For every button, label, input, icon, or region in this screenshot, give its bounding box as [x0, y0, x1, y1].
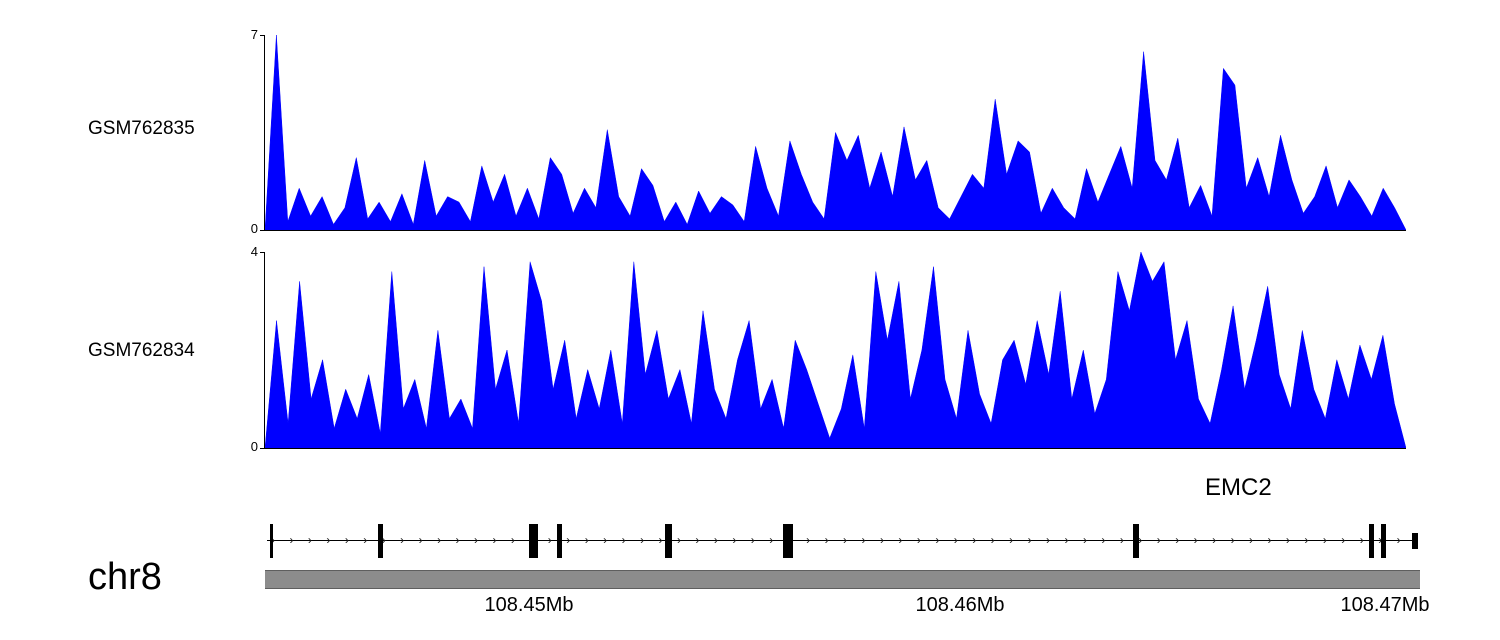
- exon-box: [528, 523, 538, 558]
- chromosome-bar: [265, 570, 1420, 589]
- exon-box: [557, 523, 562, 558]
- track1-ymin-tick: [260, 230, 265, 231]
- intron-line: [267, 540, 1417, 541]
- exon-box: [1369, 523, 1374, 558]
- exon-box: [783, 523, 794, 558]
- chromosome-label: chr8: [88, 556, 162, 598]
- coverage-area-gsm762835: [265, 35, 1406, 230]
- track1-baseline: [265, 230, 1406, 231]
- track1-ymax-tick: [260, 35, 265, 36]
- coverage-track-gsm762834: [265, 252, 1406, 448]
- track2-ymin-tick: [260, 448, 265, 449]
- track-label-gsm762834: GSM762834: [88, 340, 195, 361]
- axis-label-108-46: 108.46Mb: [915, 594, 1005, 616]
- exon-box: [1412, 532, 1419, 549]
- track2-ymax-label: 4: [250, 244, 258, 259]
- gene-name-label: EMC2: [1205, 474, 1272, 501]
- axis-label-108-47: 108.47Mb: [1340, 594, 1430, 616]
- track2-baseline: [265, 448, 1406, 449]
- exon-box: [270, 523, 274, 558]
- axis-label-108-45: 108.45Mb: [484, 594, 574, 616]
- coverage-track-gsm762835: [265, 35, 1406, 230]
- track2-ymax-tick: [260, 252, 265, 253]
- exon-box: [1380, 523, 1386, 558]
- track1-ymin-label: 0: [250, 221, 258, 236]
- track-label-gsm762835: GSM762835: [88, 118, 195, 139]
- track2-ymin-label: 0: [250, 439, 258, 454]
- coverage-area-gsm762834: [265, 252, 1406, 448]
- track2-yaxis: [264, 252, 265, 449]
- track1-yaxis: [264, 35, 265, 231]
- track1-ymax-label: 7: [250, 27, 258, 42]
- exon-box: [664, 523, 672, 558]
- exon-box: [378, 523, 383, 558]
- gene-model: › › › › › › › › › › › › › › › › › › › › › › › › › › › › › › › › › › › › › › › ›…: [265, 505, 1420, 575]
- exon-box: [1132, 523, 1139, 558]
